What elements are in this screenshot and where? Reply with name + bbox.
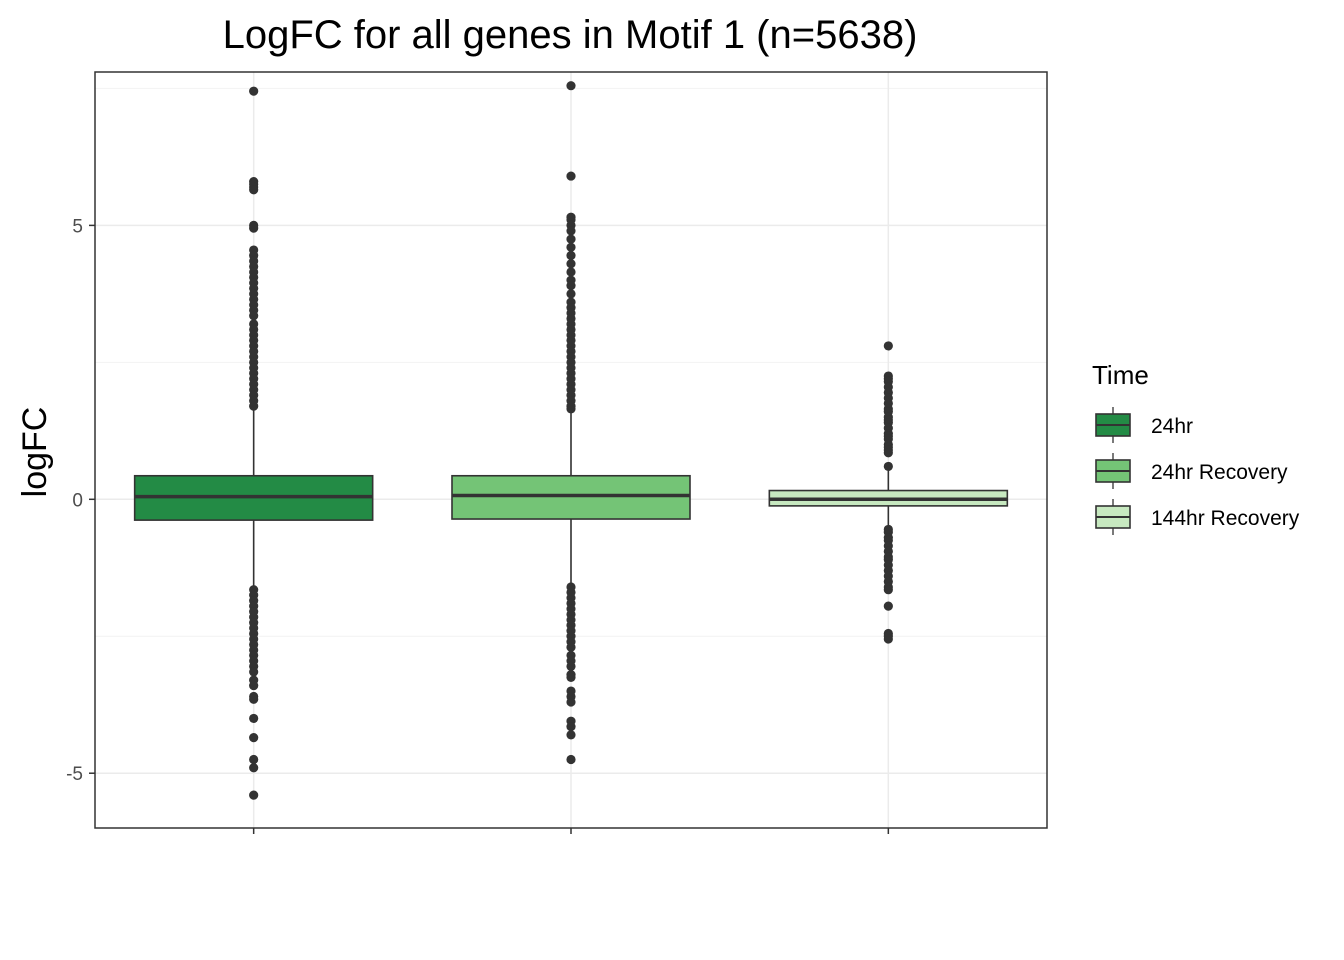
legend-item: 24hr xyxy=(1095,407,1193,443)
outlier-point xyxy=(566,661,576,671)
outlier-point xyxy=(249,754,259,765)
outlier-point xyxy=(566,81,576,91)
outlier-point xyxy=(566,226,576,236)
outlier-point xyxy=(249,86,259,96)
box xyxy=(451,474,691,520)
outlier-point xyxy=(249,401,259,411)
outlier-point xyxy=(566,404,576,414)
legend-label: 144hr Recovery xyxy=(1151,507,1300,530)
outlier-point xyxy=(883,601,893,611)
outlier-point xyxy=(566,242,576,252)
outlier-point xyxy=(883,448,893,458)
y-tick-label: 5 xyxy=(72,216,83,237)
outlier-point xyxy=(566,730,576,740)
outlier-point xyxy=(249,763,259,773)
outlier-point xyxy=(249,185,259,195)
legend: Time 24hr 24hr Recovery 144hr Recovery xyxy=(1092,360,1300,535)
boxplot-24hr-recovery xyxy=(451,81,691,765)
outlier-point xyxy=(249,680,259,691)
outlier-point xyxy=(249,713,259,724)
legend-title: Time xyxy=(1092,360,1149,390)
outlier-point xyxy=(566,267,576,277)
outlier-point xyxy=(249,311,259,321)
outlier-point xyxy=(566,722,576,732)
legend-item: 24hr Recovery xyxy=(1095,453,1288,489)
box-series xyxy=(133,81,1009,800)
outlier-point xyxy=(566,642,576,652)
outlier-point xyxy=(883,634,893,644)
outlier-point xyxy=(566,171,576,181)
boxplot-24hr xyxy=(133,86,374,800)
outlier-point xyxy=(883,585,893,595)
outlier-point xyxy=(249,790,259,800)
y-axis-label: logFC xyxy=(16,407,54,498)
outlier-point xyxy=(566,281,576,291)
outlier-point xyxy=(883,341,893,351)
outlier-point xyxy=(566,697,576,707)
legend-label: 24hr xyxy=(1151,415,1193,438)
outlier-point xyxy=(249,694,259,704)
outlier-point xyxy=(249,667,259,677)
outlier-point xyxy=(249,223,259,233)
outlier-point xyxy=(566,250,576,261)
boxplot-144hr-recovery xyxy=(768,341,1009,644)
outlier-point xyxy=(249,733,259,743)
y-tick-label: 0 xyxy=(72,490,83,511)
outlier-point xyxy=(566,234,576,244)
outlier-point xyxy=(566,289,576,299)
outlier-point xyxy=(566,259,576,269)
legend-item: 144hr Recovery xyxy=(1095,499,1300,535)
outlier-point xyxy=(883,461,893,472)
outlier-point xyxy=(566,754,576,765)
axes: -5 0 5 xyxy=(66,216,890,834)
chart-title: LogFC for all genes in Motif 1 (n=5638) xyxy=(223,13,918,57)
outlier-point xyxy=(566,672,576,682)
y-tick-label: -5 xyxy=(66,764,83,785)
legend-label: 24hr Recovery xyxy=(1151,461,1288,484)
